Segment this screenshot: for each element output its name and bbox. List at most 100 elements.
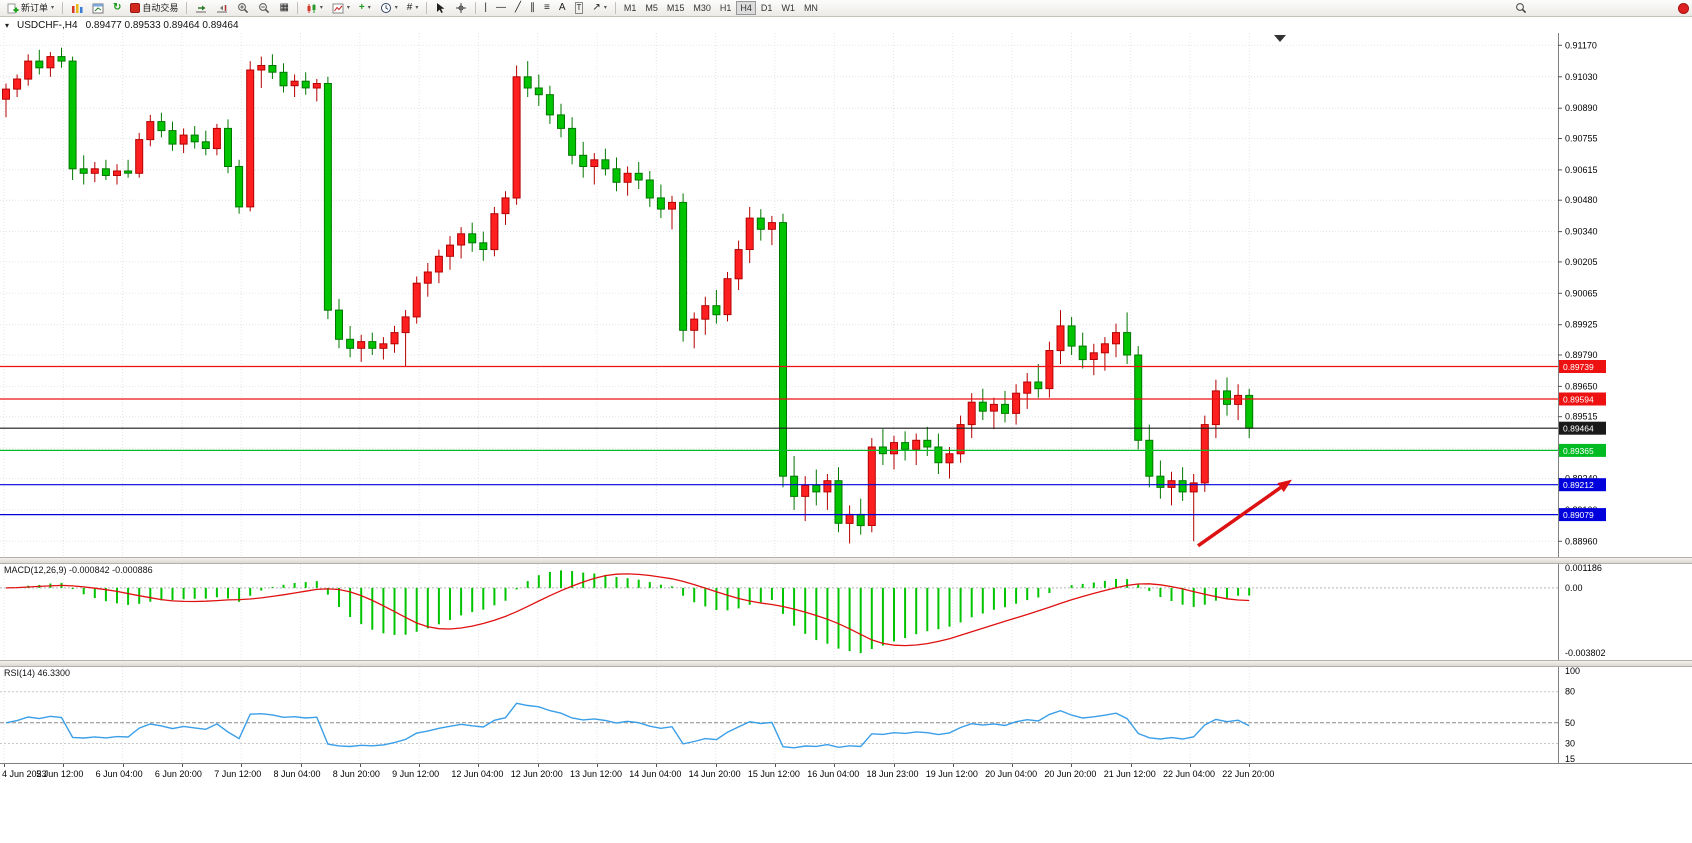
toolbar-separator [296, 2, 298, 14]
new-chart-button[interactable]: ▾ [328, 1, 354, 15]
fibonacci-button[interactable]: ≡ [540, 1, 554, 15]
chevron-down-icon: ▾ [367, 5, 371, 11]
time-label: 22 Jun 04:00 [1163, 769, 1216, 779]
cursor-button[interactable] [431, 1, 450, 15]
zoom-out-button[interactable] [254, 1, 274, 15]
svg-text:0.89515: 0.89515 [1565, 412, 1598, 422]
timeframe-button-h4[interactable]: H4 [736, 1, 756, 15]
arrows-button[interactable]: ↗ ▾ [588, 1, 610, 15]
time-label: 9 Jun 12:00 [392, 769, 440, 779]
time-tick [952, 764, 954, 767]
zoom-out-icon [258, 2, 270, 14]
profiles-button[interactable] [88, 1, 108, 15]
macd-signal-line [5, 573, 1250, 647]
search-button[interactable] [1511, 1, 1531, 15]
one-click-trading-toggle[interactable]: ▾ [5, 20, 10, 30]
svg-text:100: 100 [1565, 667, 1580, 676]
time-label: 7 Jun 12:00 [214, 769, 262, 779]
chart-ohlc-values: 0.89477 0.89533 0.89464 0.89464 [85, 19, 239, 31]
price-chart-panel[interactable]: 0.91170 0.91030 0.90890 0.90755 0.90615 0.904… [0, 33, 1692, 557]
time-label: 20 Jun 04:00 [985, 769, 1038, 779]
time-tick [63, 764, 65, 767]
time-tick [419, 764, 421, 767]
autotrading-stop-icon [130, 3, 141, 13]
timeframe-toolbar: M1 M5 M15 M30 H1 H4 D1 W1 MN [620, 1, 822, 15]
chart-shift-button[interactable] [212, 1, 232, 15]
chevron-down-icon: ▾ [51, 5, 55, 11]
svg-text:80: 80 [1565, 687, 1575, 697]
panel-splitter[interactable] [0, 557, 1692, 564]
indicators-button[interactable]: + ▾ [355, 1, 375, 15]
macd-chart[interactable]: 0.001186 0.00 -0.003802 [0, 564, 1692, 660]
tile-windows-button[interactable]: ▦ [275, 1, 292, 15]
channel-button[interactable]: ∥ [526, 1, 539, 15]
chevron-down-icon: ▾ [319, 5, 323, 11]
svg-text:0.90480: 0.90480 [1565, 195, 1598, 205]
horizontal-line-button[interactable]: — [492, 1, 510, 15]
timeframe-button-m30[interactable]: M30 [689, 1, 715, 15]
templates-button[interactable]: # ▾ [403, 1, 423, 15]
timeframe-button-h1[interactable]: H1 [716, 1, 736, 15]
chart-symbol-label: USDCHF-,H4 [17, 19, 78, 31]
time-axis[interactable]: 4 Jun 2023 5 Jun 12:00 6 Jun 04:00 6 Jun 20… [0, 763, 1692, 784]
toolbar-separator [614, 2, 616, 14]
time-label: 8 Jun 20:00 [332, 769, 380, 779]
time-label: 18 Jun 23:00 [866, 769, 919, 779]
auto-scroll-button[interactable] [191, 1, 211, 15]
chart-shift-icon [216, 3, 228, 14]
time-tick [715, 764, 717, 767]
charts-button[interactable] [67, 1, 87, 15]
timeframe-button-m1[interactable]: M1 [620, 1, 641, 15]
autotrading-button[interactable]: 自动交易 [126, 1, 182, 15]
rsi-chart[interactable]: 100 80 50 30 15 [0, 667, 1692, 763]
horizontal-line-icon: — [495, 2, 506, 13]
svg-text:-0.003802: -0.003802 [1565, 648, 1606, 658]
crosshair-button[interactable] [451, 1, 471, 15]
timeframe-button-w1[interactable]: W1 [777, 1, 799, 15]
svg-text:50: 50 [1565, 718, 1575, 728]
rsi-panel[interactable]: RSI(14) 46.3300 100 80 50 30 15 [0, 667, 1692, 763]
time-label: 12 Jun 20:00 [510, 769, 563, 779]
rsi-line [5, 702, 1250, 749]
text-button[interactable]: A [555, 1, 570, 15]
notification-badge[interactable] [1678, 3, 1689, 14]
refresh-button[interactable]: ↻ [109, 1, 125, 15]
text-label-button[interactable]: T [571, 1, 588, 15]
zoom-in-button[interactable] [233, 1, 253, 15]
timeframe-button-mn[interactable]: MN [800, 1, 822, 15]
periods-button[interactable]: ▾ [376, 1, 402, 15]
time-tick [1071, 764, 1073, 767]
time-tick [181, 764, 183, 767]
time-tick [656, 764, 658, 767]
candlestick-chart[interactable]: 0.91170 0.91030 0.90890 0.90755 0.90615 0.904… [0, 33, 1692, 557]
svg-text:0.90890: 0.90890 [1565, 103, 1598, 113]
vertical-line-button[interactable]: | [480, 1, 491, 15]
macd-panel[interactable]: MACD(12,26,9) -0.000842 -0.000886 0.0011… [0, 564, 1692, 660]
time-tick [122, 764, 124, 767]
panel-splitter[interactable] [0, 660, 1692, 667]
svg-text:0.90615: 0.90615 [1565, 165, 1598, 175]
autotrading-label: 自动交易 [142, 3, 179, 13]
chevron-down-icon: ▾ [394, 5, 398, 11]
toolbar-separator [186, 2, 188, 14]
time-tick [359, 764, 361, 767]
timeframe-button-m5[interactable]: M5 [641, 1, 662, 15]
time-label: 15 Jun 12:00 [747, 769, 800, 779]
time-tick [597, 764, 598, 767]
timeframe-button-d1[interactable]: D1 [757, 1, 777, 15]
svg-text:15: 15 [1565, 754, 1575, 763]
chevron-down-icon: ▾ [415, 5, 419, 11]
svg-text:30: 30 [1565, 739, 1575, 749]
svg-text:0.00: 0.00 [1565, 583, 1583, 593]
timeframe-button-m15[interactable]: M15 [663, 1, 689, 15]
crosshair-icon [455, 2, 467, 14]
time-tick [834, 764, 836, 767]
time-tick [1130, 764, 1132, 767]
chart-type-candles-button[interactable]: ▾ [302, 1, 327, 15]
new-order-button[interactable]: 新订单 ▾ [3, 1, 58, 15]
template-grid-icon: # [406, 2, 413, 13]
svg-text:0.89079: 0.89079 [1563, 510, 1594, 520]
trendline-button[interactable]: ╱ [511, 1, 525, 15]
rsi-value: 46.3300 [37, 668, 71, 678]
toolbar-separator [426, 2, 428, 14]
